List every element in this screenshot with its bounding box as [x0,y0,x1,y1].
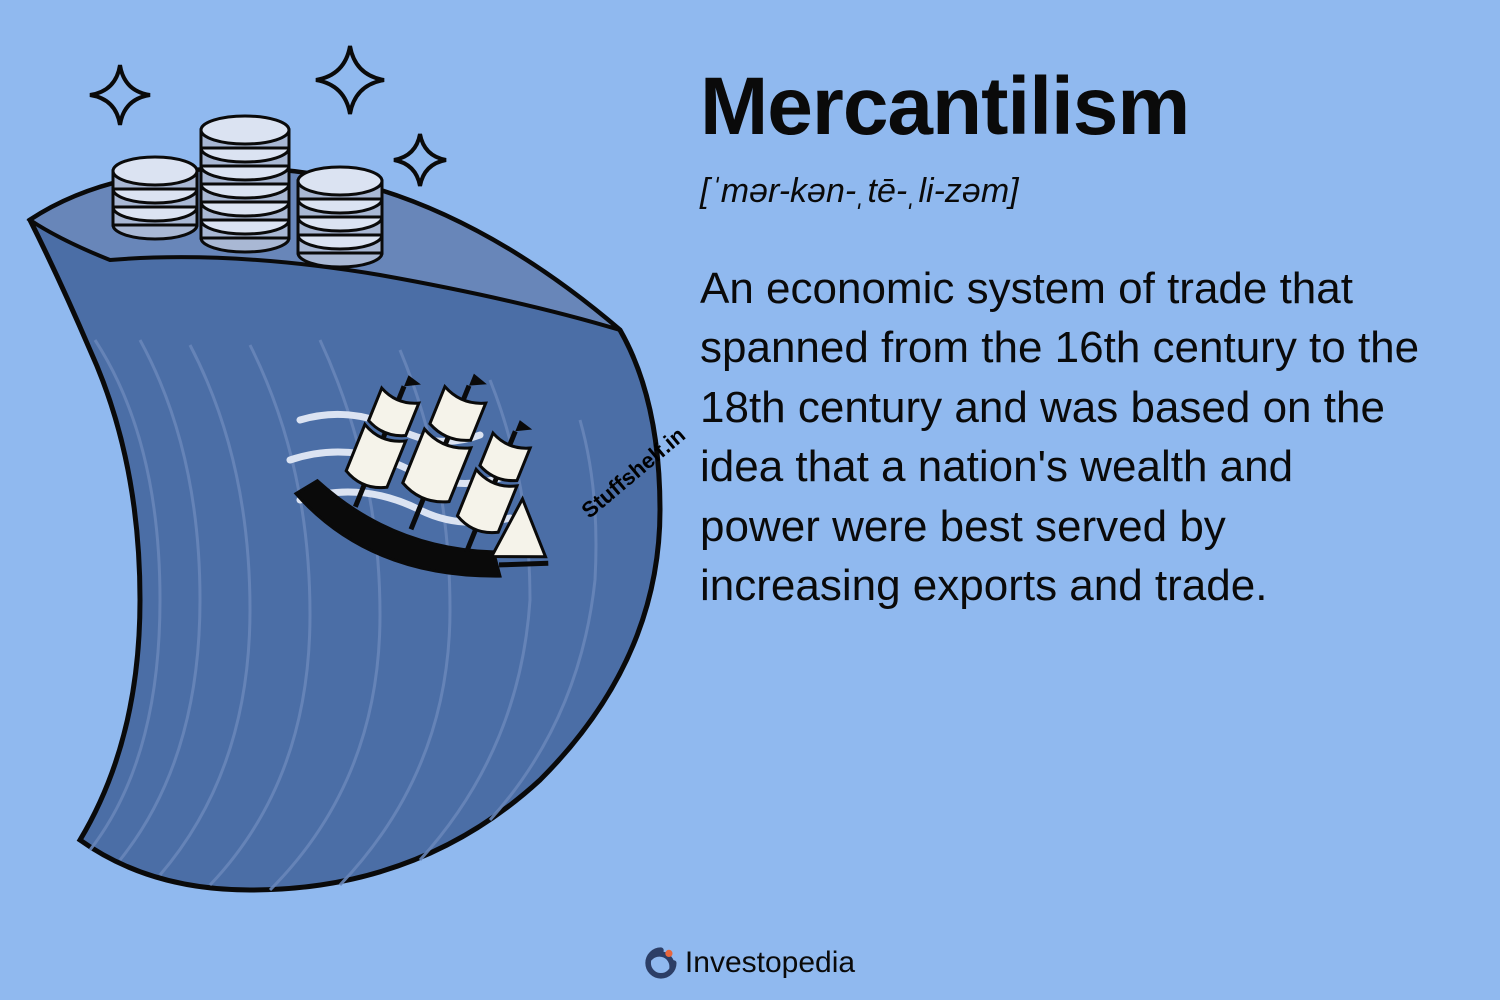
brand-name: Investopedia [685,946,855,980]
pronunciation-text: [ˈmər-kən-ˌtē-ˌli-zəm] [700,172,1420,211]
brand-mark-icon [645,947,677,979]
term-title: Mercantilism [700,60,1420,154]
brand-logo: Investopedia [645,946,855,980]
text-block: Mercantilism [ˈmər-kən-ˌtē-ˌli-zəm] An e… [700,60,1460,615]
infographic-canvas: Mercantilism [ˈmər-kən-ˌtē-ˌli-zəm] An e… [0,0,1500,1000]
definition-text: An economic system of trade that spanned… [700,259,1420,615]
globe-illustration [0,40,700,920]
